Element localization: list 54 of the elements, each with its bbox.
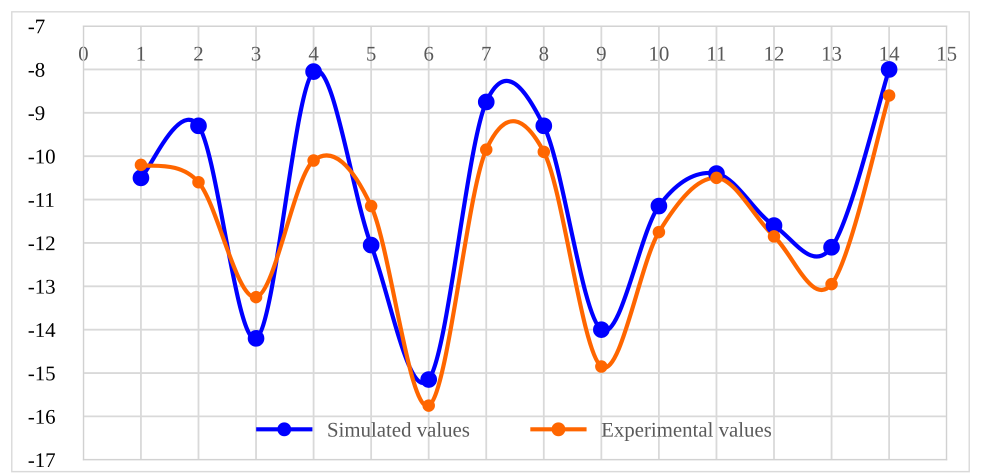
point [825, 278, 838, 290]
y-tick-label: -11 [28, 193, 54, 207]
x-tick-label: 14 [880, 46, 900, 61]
x-tick-label: 3 [252, 46, 260, 61]
point [250, 290, 262, 304]
x-tick-label: 10 [650, 46, 669, 61]
x-tick-label: 11 [708, 46, 726, 61]
point [307, 154, 320, 167]
x-tick-label: 4 [308, 46, 318, 61]
y-tick-label: -16 [28, 410, 55, 424]
point [305, 63, 322, 80]
x-tick-label: 15 [938, 46, 956, 61]
x-tick-label: 2 [194, 46, 203, 61]
point [823, 238, 840, 256]
point [420, 371, 438, 388]
y-tick-label: -13 [28, 280, 55, 294]
point [478, 94, 495, 110]
point [248, 330, 264, 347]
x-tick-label: 1 [138, 46, 145, 61]
y-tick-label: -8 [28, 62, 44, 77]
point [535, 117, 552, 134]
point [364, 200, 378, 212]
point [422, 399, 435, 412]
point [652, 226, 666, 238]
legend-label: Experimental values [602, 422, 772, 442]
point [362, 236, 380, 254]
point [134, 158, 148, 172]
y-tick-label: -17 [28, 453, 55, 468]
point [480, 143, 492, 156]
y-tick-label: -12 [28, 236, 54, 250]
point [132, 170, 150, 186]
point [593, 321, 610, 338]
legend-label: Simulated values [328, 422, 470, 437]
point [650, 198, 668, 214]
point [595, 360, 608, 373]
point [882, 89, 896, 102]
x-tick-label: 9 [596, 46, 606, 61]
x-tick-label: 0 [78, 46, 88, 61]
x-tick-label: 8 [539, 46, 548, 61]
y-tick-label: -15 [28, 366, 55, 380]
point [192, 176, 205, 188]
x-tick-label: 5 [367, 46, 376, 61]
x-tick-label: 6 [424, 46, 434, 61]
x-tick-label: 12 [765, 46, 784, 61]
y-tick-label: -14 [28, 323, 56, 337]
point [538, 146, 550, 158]
y-tick-label: -9 [28, 106, 44, 120]
y-tick-label: -7 [28, 20, 45, 34]
x-tick-label: 7 [482, 46, 491, 61]
point [190, 117, 207, 134]
point [880, 61, 898, 78]
x-tick-label: 13 [822, 46, 842, 61]
point [768, 230, 780, 243]
y-tick-label: -10 [28, 150, 55, 164]
